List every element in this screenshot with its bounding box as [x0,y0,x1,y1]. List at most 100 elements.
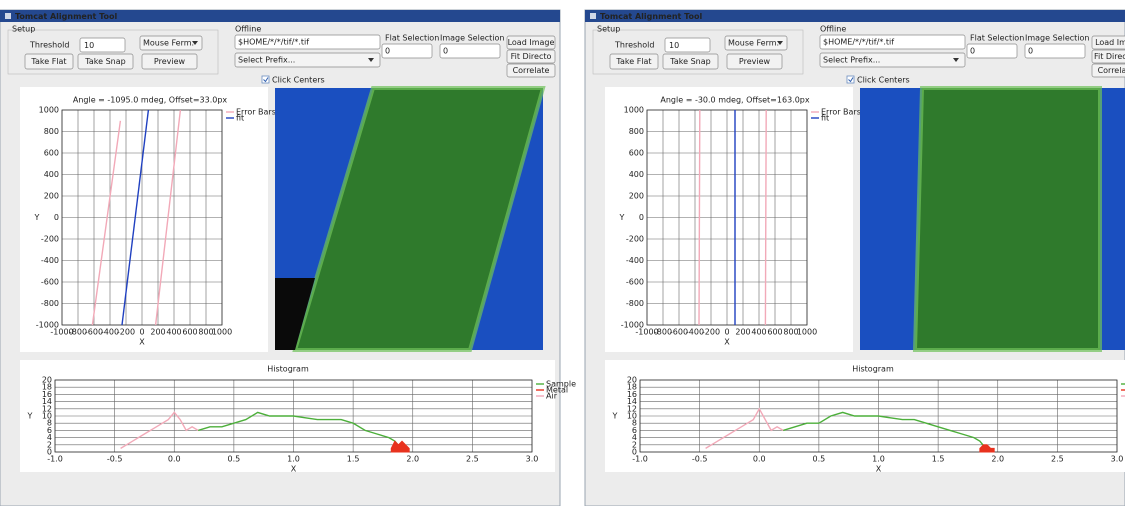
dropdown[interactable] [234,52,381,68]
x-tick-label: 200 [150,328,165,337]
spinbox[interactable] [79,37,126,53]
button-label: Take Flat [30,57,66,66]
x-tick-label: 0.5 [813,455,826,464]
field-label: Threshold [614,41,654,50]
chart-title: Histogram [852,365,894,374]
dropdown[interactable] [139,35,203,51]
spinbox-value: 0 [385,47,390,56]
window-title: Tomcat Alignment Tool [600,12,703,21]
y-tick-label: 6 [47,426,52,435]
series-line [120,411,199,449]
title-bar [0,10,560,22]
x-axis-label: X [291,465,297,474]
x-tick-label: 2.0 [406,455,419,464]
button-label: Take Flat [615,57,651,66]
dropdown-arrow [777,41,783,45]
y-tick-label: -200 [626,235,644,244]
y-tick-label: 10 [42,412,52,421]
x-tick-label: 0 [724,328,729,337]
y-tick-label: 0 [632,448,637,457]
y-tick-label: 200 [44,192,59,201]
checkbox[interactable] [261,75,270,84]
y-tick-label: 600 [44,149,59,158]
x-tick-label: -1.0 [47,455,63,464]
window-menu-icon[interactable] [5,13,11,19]
text-field-value: $HOME/*/*/tif/*.tif [823,38,894,47]
button-label: Fit Director [1094,52,1125,61]
checkbox-label: Click Centers [857,76,910,85]
y-tick-label: -400 [626,256,644,265]
x-tick-label: 1.5 [347,455,360,464]
x-tick-label: 600 [182,328,197,337]
x-tick-label: 3.0 [1111,455,1124,464]
spinbox[interactable] [664,37,711,53]
y-tick-label: 0 [639,213,644,222]
x-axis-label: X [876,465,882,474]
plot-frame [61,109,223,326]
chart-title: Angle = -30.0 mdeg, Offset=163.0px [660,96,809,105]
button-label: Load Image [508,38,555,47]
x-tick-label: 3.0 [526,455,539,464]
dropdown-arrow [192,41,198,45]
y-tick-label: 12 [42,404,52,413]
button[interactable] [506,35,556,50]
x-tick-label: 0 [139,328,144,337]
field-label: Flat Selection [970,34,1024,43]
y-tick-label: 400 [629,170,644,179]
button[interactable] [609,53,659,70]
button-label: Fit Directo [511,52,552,61]
y-tick-label: 0 [47,448,52,457]
button[interactable] [506,49,556,64]
button[interactable] [1091,63,1125,78]
dropdown-value: Select Prefix... [823,56,880,65]
checkbox[interactable] [846,75,855,84]
camera-image [275,86,546,352]
y-tick-label: 6 [632,426,637,435]
button[interactable] [24,53,74,70]
series-line [91,109,182,326]
x-tick-label: 1.5 [932,455,945,464]
dropdown[interactable] [819,52,966,68]
sample-band [915,88,1100,350]
spinbox[interactable] [381,43,433,59]
dropdown[interactable] [724,35,788,51]
button[interactable] [1091,35,1125,50]
x-tick-label: 400 [166,328,181,337]
sample-band [295,88,543,350]
legend-label: fit [236,114,244,123]
image-shadow [275,278,315,350]
legend-label: Error Bars [821,108,861,117]
app-window: Tomcat Alignment Tool Setup Threshold 10 Mou… [584,9,1125,506]
legend-label: Sample [546,380,576,389]
x-tick-label: 200 [735,328,750,337]
x-tick-label: 2.5 [466,455,479,464]
x-tick-label: -0.5 [692,455,708,464]
button[interactable] [506,63,556,78]
button-label: Load Imag [1095,38,1125,47]
spinbox-value: 10 [669,41,679,50]
spinbox-value: 10 [84,41,94,50]
y-tick-label: -200 [41,235,59,244]
window-menu-icon[interactable] [590,13,596,19]
spinbox[interactable] [1024,43,1086,59]
y-tick-label: 10 [627,412,637,421]
y-tick-label: 8 [632,419,637,428]
field-label: Image Selection [440,34,504,43]
y-tick-label: 8 [47,419,52,428]
y-tick-label: 14 [627,397,637,406]
text-field[interactable] [819,34,966,50]
legend-label: Error Bars [236,108,276,117]
dropdown-value: Select Prefix... [238,56,295,65]
button[interactable] [77,53,134,70]
button[interactable] [141,53,198,70]
button-label: Take Snap [84,57,125,66]
text-field[interactable] [234,34,381,50]
series-line [782,411,987,449]
button[interactable] [1091,49,1125,64]
spinbox[interactable] [966,43,1018,59]
y-tick-label: 14 [42,397,52,406]
button[interactable] [726,53,783,70]
series-line [197,411,402,449]
spinbox[interactable] [439,43,501,59]
button[interactable] [662,53,719,70]
